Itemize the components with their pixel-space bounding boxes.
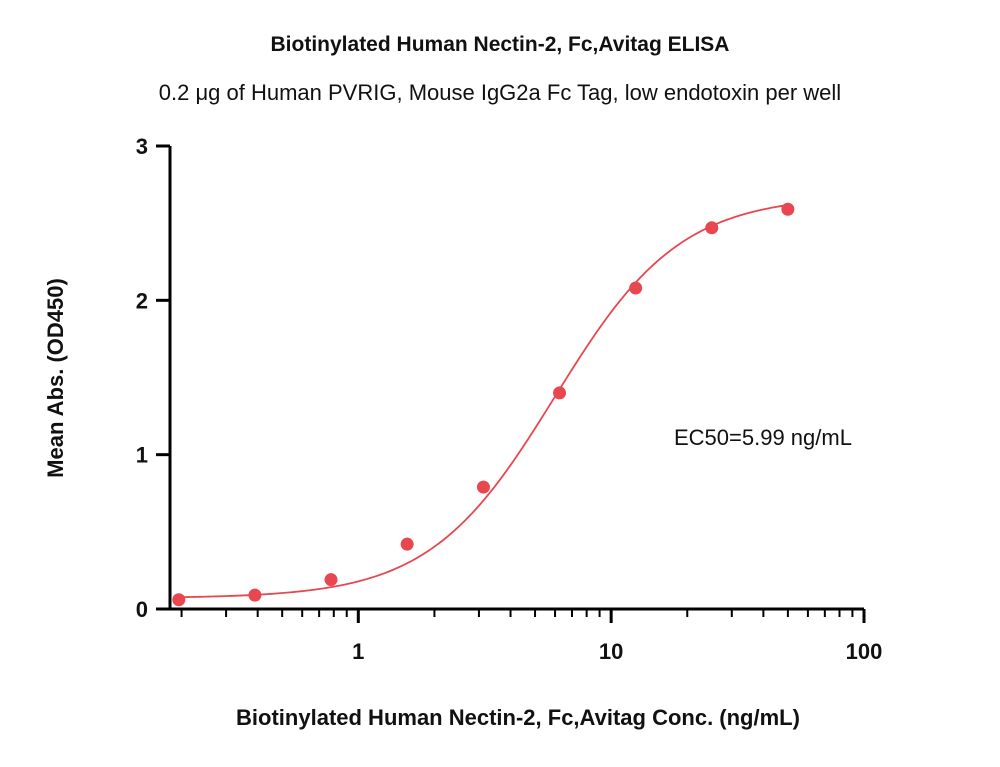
- data-point: [553, 386, 567, 400]
- data-point: [629, 281, 643, 295]
- chart-subtitle: 0.2 μg of Human PVRIG, Mouse IgG2a Fc Ta…: [158, 80, 842, 105]
- data-point: [324, 573, 338, 587]
- data-points: [172, 202, 795, 607]
- y-axis-title: Mean Abs. (OD450): [43, 278, 68, 478]
- fit-curve: [178, 204, 789, 599]
- data-point: [400, 537, 414, 551]
- x-tick-label: 1: [352, 639, 364, 664]
- y-tick-label: 1: [136, 443, 148, 468]
- x-axis-title: Biotinylated Human Nectin-2, Fc,Avitag C…: [236, 705, 800, 730]
- y-tick-label: 0: [136, 597, 148, 622]
- data-point: [476, 480, 490, 494]
- chart-title: Biotinylated Human Nectin-2, Fc,Avitag E…: [270, 33, 730, 56]
- x-tick-label: 10: [599, 639, 623, 664]
- y-tick-label: 2: [136, 288, 148, 313]
- data-point: [248, 588, 262, 602]
- axes: 0 1 2 3 1 10 100: [136, 134, 883, 664]
- ec50-annotation: EC50=5.99 ng/mL: [674, 425, 852, 450]
- data-point: [781, 202, 795, 216]
- data-point: [705, 221, 719, 235]
- data-point: [172, 593, 186, 607]
- x-tick-label: 100: [846, 639, 883, 664]
- y-tick-label: 3: [136, 134, 148, 159]
